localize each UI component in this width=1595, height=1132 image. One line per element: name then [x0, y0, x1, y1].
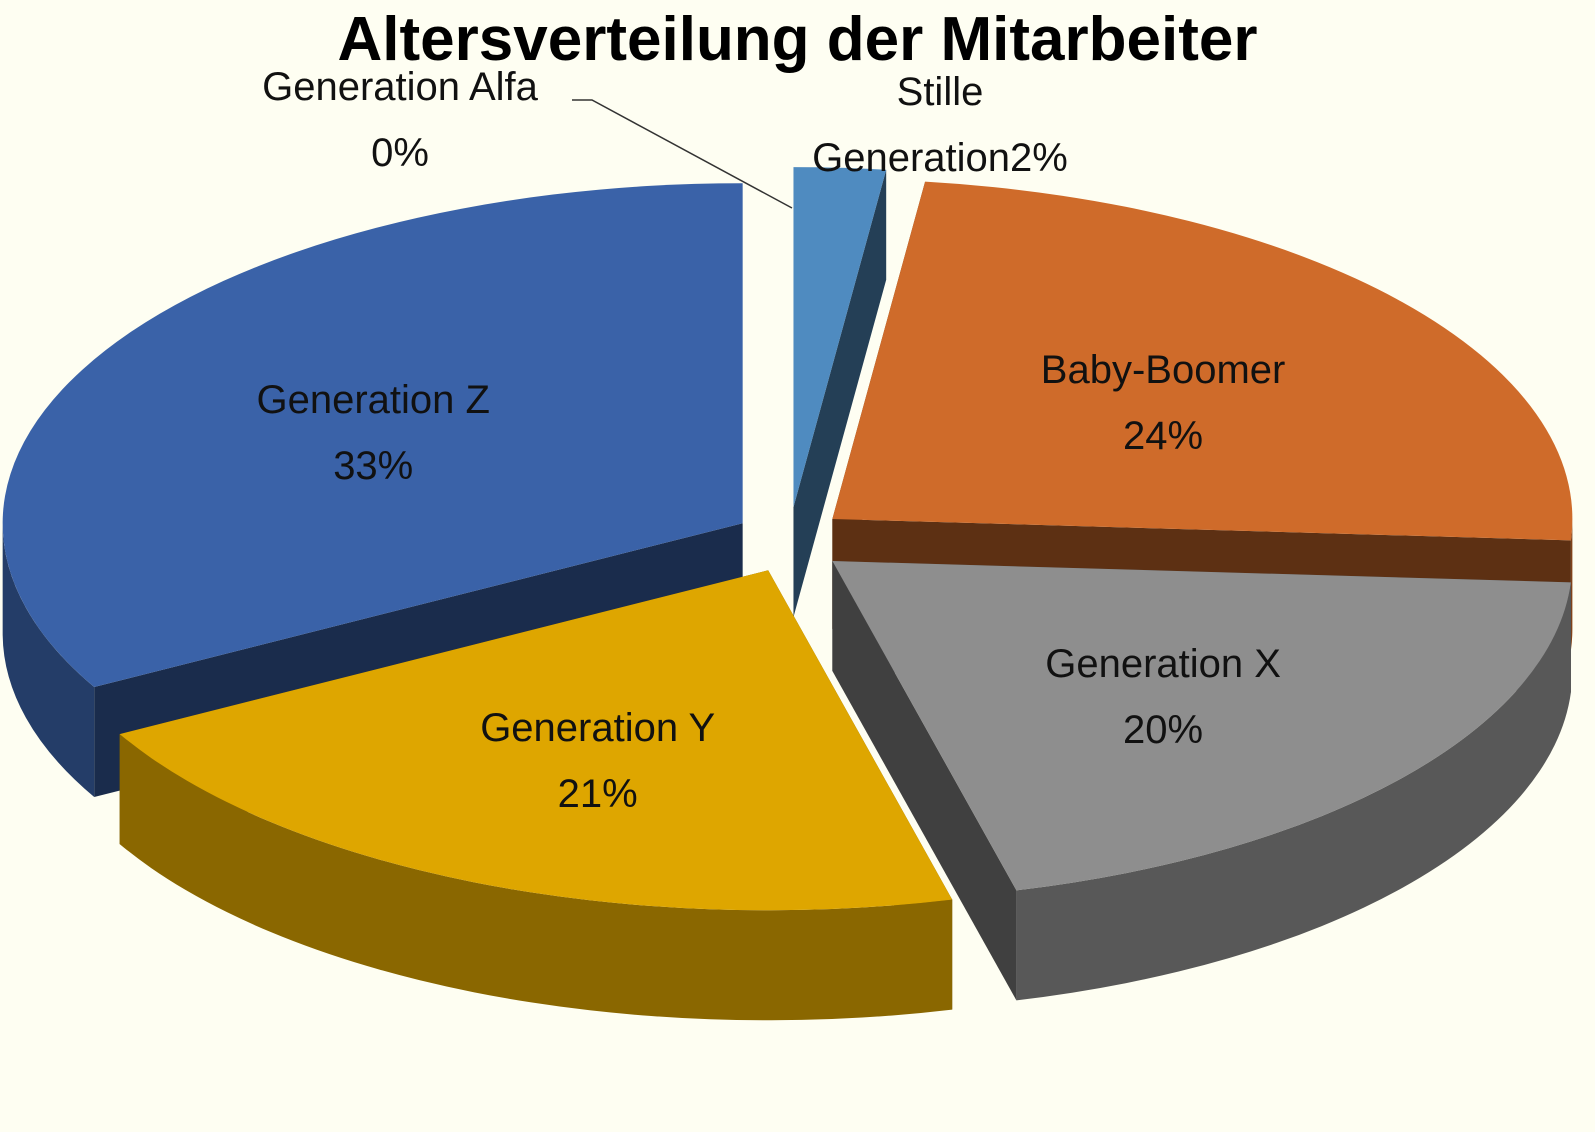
value-label: 2%: [1010, 136, 1068, 180]
data-label: Generation Alfa 0%: [262, 54, 538, 186]
chart-title: Altersverteilung der Mitarbeiter: [337, 5, 1258, 74]
category-label: Stille Generation: [812, 70, 1011, 180]
slice: [2, 183, 743, 687]
value-label: 33%: [333, 443, 414, 488]
data-label: Generation Z 33%: [256, 367, 489, 499]
category-label: Baby-Boomer: [1040, 348, 1286, 393]
slice-side: [793, 169, 887, 618]
slice-side: [119, 734, 953, 1021]
value-label: 24%: [1123, 414, 1204, 459]
value-label: 20%: [1123, 707, 1204, 752]
value-label: 0%: [371, 131, 429, 175]
slice: [832, 181, 1573, 541]
category-label: Generation X: [1045, 641, 1281, 686]
category-label: Generation Y: [480, 706, 716, 751]
data-label: Stille Generation2%: [780, 59, 1100, 191]
slice-side: [832, 561, 1017, 1001]
slice: [793, 167, 887, 508]
data-label: Baby-Boomer 24%: [1041, 337, 1286, 469]
leader-line: [572, 99, 793, 209]
data-label: Generation Y 21%: [480, 695, 715, 827]
data-label: Generation X 20%: [1045, 631, 1281, 763]
slice: [832, 561, 1571, 891]
slice: [119, 570, 953, 911]
slice-side: [2, 523, 95, 797]
value-label: 21%: [557, 772, 638, 817]
slice-side: [1570, 518, 1573, 651]
category-label: Generation Alfa: [262, 65, 538, 109]
slice-side: [1016, 582, 1571, 1001]
category-label: Generation Z: [256, 377, 490, 422]
